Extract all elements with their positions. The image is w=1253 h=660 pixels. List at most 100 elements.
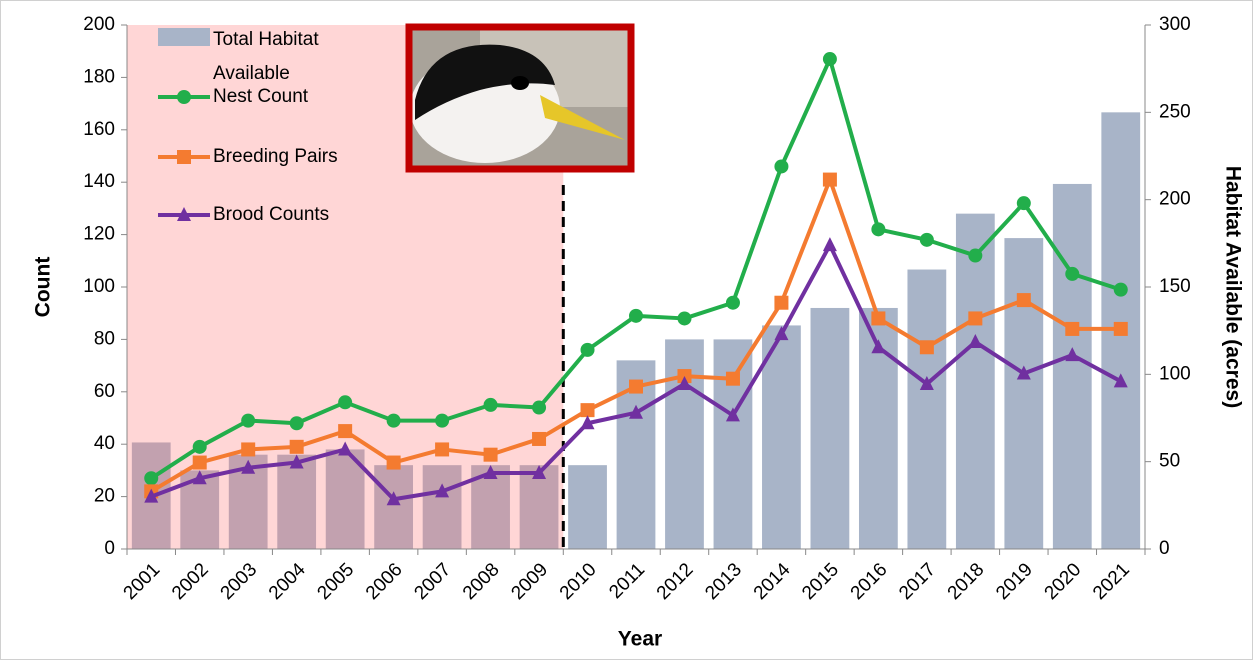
point bbox=[386, 413, 401, 428]
point bbox=[919, 232, 934, 247]
point bbox=[386, 491, 401, 506]
y2-tick-label: 100 bbox=[1159, 363, 1191, 384]
point bbox=[871, 311, 886, 326]
legend-swatch bbox=[158, 28, 210, 46]
bird-eye bbox=[511, 76, 529, 90]
bar bbox=[955, 213, 995, 549]
point bbox=[144, 471, 159, 486]
bird-cap bbox=[415, 44, 555, 120]
x-axis-title: Year bbox=[618, 628, 662, 651]
point bbox=[1016, 196, 1031, 211]
point bbox=[1065, 321, 1080, 336]
point bbox=[435, 483, 450, 498]
point bbox=[386, 455, 401, 470]
point bbox=[241, 413, 256, 428]
y-tick-label: 20 bbox=[94, 486, 115, 507]
bird-beak bbox=[540, 95, 625, 140]
y-tick-label: 100 bbox=[83, 276, 115, 297]
point bbox=[532, 400, 547, 415]
point bbox=[822, 237, 837, 252]
legend-marker bbox=[177, 150, 191, 164]
bar bbox=[325, 449, 365, 549]
y-tick-label: 80 bbox=[94, 328, 115, 349]
point bbox=[1016, 293, 1031, 308]
point bbox=[580, 403, 595, 418]
point bbox=[968, 248, 983, 263]
bar bbox=[374, 465, 414, 549]
point bbox=[629, 404, 643, 419]
bird-photo bbox=[405, 23, 635, 173]
photo-border bbox=[405, 23, 635, 173]
point bbox=[338, 441, 353, 456]
point bbox=[677, 375, 692, 390]
legend-label: Breeding Pairs bbox=[213, 146, 338, 167]
point bbox=[774, 159, 789, 174]
point bbox=[580, 342, 595, 357]
point bbox=[532, 465, 547, 480]
y-tick-label: 140 bbox=[83, 171, 115, 192]
point bbox=[580, 415, 595, 430]
y-tick-label: 0 bbox=[104, 538, 115, 559]
legend-label: Brood Counts bbox=[213, 204, 329, 225]
y-tick-label: 120 bbox=[83, 224, 115, 245]
y-tick-label: 200 bbox=[83, 14, 115, 35]
y-tick-label: 40 bbox=[94, 433, 115, 454]
point bbox=[289, 454, 304, 469]
point bbox=[241, 442, 256, 457]
point bbox=[774, 295, 789, 310]
bar bbox=[519, 465, 559, 549]
point bbox=[192, 455, 207, 470]
point bbox=[289, 439, 304, 454]
bar bbox=[568, 465, 607, 549]
y2-axis-title: Habitat Available (acres) bbox=[1221, 166, 1244, 408]
bar bbox=[422, 465, 462, 549]
point bbox=[338, 424, 353, 439]
legend-label-box: Total Habitat Available bbox=[213, 29, 319, 83]
legend-marker bbox=[177, 207, 191, 221]
y2-tick-label: 300 bbox=[1159, 14, 1191, 35]
y2-tick-label: 0 bbox=[1159, 538, 1170, 559]
point bbox=[919, 340, 934, 355]
y-axis-title: Count bbox=[32, 257, 55, 318]
bar bbox=[713, 339, 753, 549]
y-tick-label: 160 bbox=[83, 119, 115, 140]
point bbox=[1016, 365, 1031, 380]
legend-marker bbox=[177, 90, 191, 104]
bar bbox=[762, 325, 801, 549]
y-tick-label: 60 bbox=[94, 381, 115, 402]
legend-label: Total Habitat Available bbox=[213, 29, 319, 83]
bar bbox=[277, 454, 317, 549]
point bbox=[338, 395, 353, 410]
bar bbox=[810, 307, 850, 549]
point bbox=[822, 172, 837, 187]
bar bbox=[1004, 238, 1044, 550]
point bbox=[725, 371, 740, 386]
point bbox=[435, 413, 450, 428]
point bbox=[968, 334, 983, 349]
point bbox=[1113, 373, 1128, 388]
point bbox=[1065, 266, 1080, 281]
y2-tick-label: 50 bbox=[1159, 451, 1180, 472]
point bbox=[871, 339, 886, 354]
point bbox=[483, 465, 498, 480]
point bbox=[483, 447, 498, 462]
bar bbox=[1052, 183, 1092, 550]
point bbox=[774, 326, 789, 341]
y2-tick-label: 150 bbox=[1159, 276, 1191, 297]
point bbox=[629, 308, 643, 323]
point bbox=[192, 470, 207, 485]
legend-label: Nest Count bbox=[213, 86, 309, 107]
point bbox=[629, 379, 643, 394]
point bbox=[532, 431, 547, 446]
point bbox=[483, 397, 498, 412]
bar bbox=[907, 269, 947, 549]
point bbox=[871, 222, 886, 237]
y2-tick-label: 250 bbox=[1159, 101, 1191, 122]
point bbox=[1113, 282, 1128, 297]
point bbox=[725, 407, 740, 422]
point bbox=[677, 311, 692, 326]
point bbox=[241, 459, 256, 474]
y-tick-label: 180 bbox=[83, 66, 115, 87]
point bbox=[822, 52, 837, 67]
